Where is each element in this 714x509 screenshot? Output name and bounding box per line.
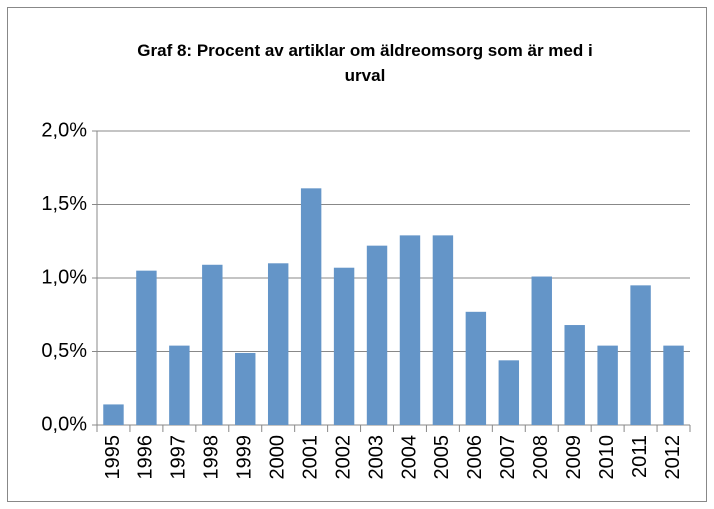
- bar: [169, 345, 190, 425]
- bar: [597, 345, 618, 425]
- x-tick-label: 1998: [201, 435, 223, 480]
- x-tick-label: 2001: [299, 435, 321, 480]
- bar: [103, 404, 124, 425]
- bar: [663, 345, 684, 425]
- chart-border: [7, 7, 707, 502]
- bar: [366, 245, 388, 425]
- bar: [333, 267, 355, 425]
- x-tick-label: 1997: [168, 435, 190, 480]
- x-tick-label: 2006: [464, 435, 486, 480]
- x-tick-label: 1999: [234, 435, 256, 480]
- x-tick-label: 1996: [135, 435, 157, 480]
- x-tick-label: 2008: [530, 435, 552, 480]
- x-tick-label: 2009: [563, 435, 585, 480]
- bar: [202, 264, 223, 425]
- y-tick-label: 0,0%: [41, 413, 87, 435]
- y-tick-label: 0,5%: [41, 340, 87, 362]
- bar: [432, 235, 454, 425]
- x-tick-label: 2000: [266, 435, 288, 480]
- bar: [300, 188, 322, 425]
- x-tick-label: 2003: [365, 435, 387, 480]
- chart-title: Graf 8: Procent av artiklar om äldreomso…: [137, 41, 593, 85]
- x-tick-label: 2012: [662, 435, 684, 480]
- x-tick-label: 1995: [102, 435, 124, 480]
- y-tick-label: 1,5%: [41, 193, 87, 215]
- x-tick-label: 2007: [497, 435, 519, 480]
- bar: [235, 352, 256, 425]
- bar: [564, 325, 585, 425]
- x-tick-label: 2005: [431, 435, 453, 480]
- bar: [630, 285, 651, 425]
- x-tick-label: 2002: [332, 435, 354, 480]
- bar: [267, 263, 289, 425]
- y-tick-label: 1,0%: [41, 266, 87, 288]
- bar: [531, 276, 552, 425]
- x-tick-label: 2004: [398, 435, 420, 480]
- x-tick-label: 2010: [596, 435, 618, 480]
- y-tick-label: 2,0%: [41, 119, 87, 141]
- bar: [498, 360, 520, 425]
- x-tick-label: 2011: [629, 435, 651, 478]
- bar: [399, 235, 421, 425]
- bar: [136, 270, 157, 425]
- bar: [465, 311, 487, 425]
